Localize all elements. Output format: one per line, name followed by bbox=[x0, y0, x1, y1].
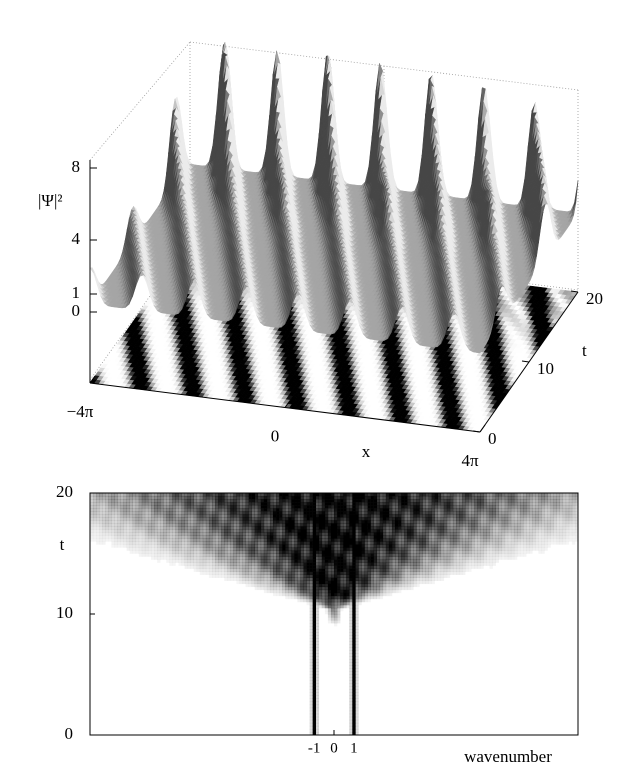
figure: |Ψ|²xttwavenumber0148−4π04π0102001020-10… bbox=[0, 0, 634, 768]
